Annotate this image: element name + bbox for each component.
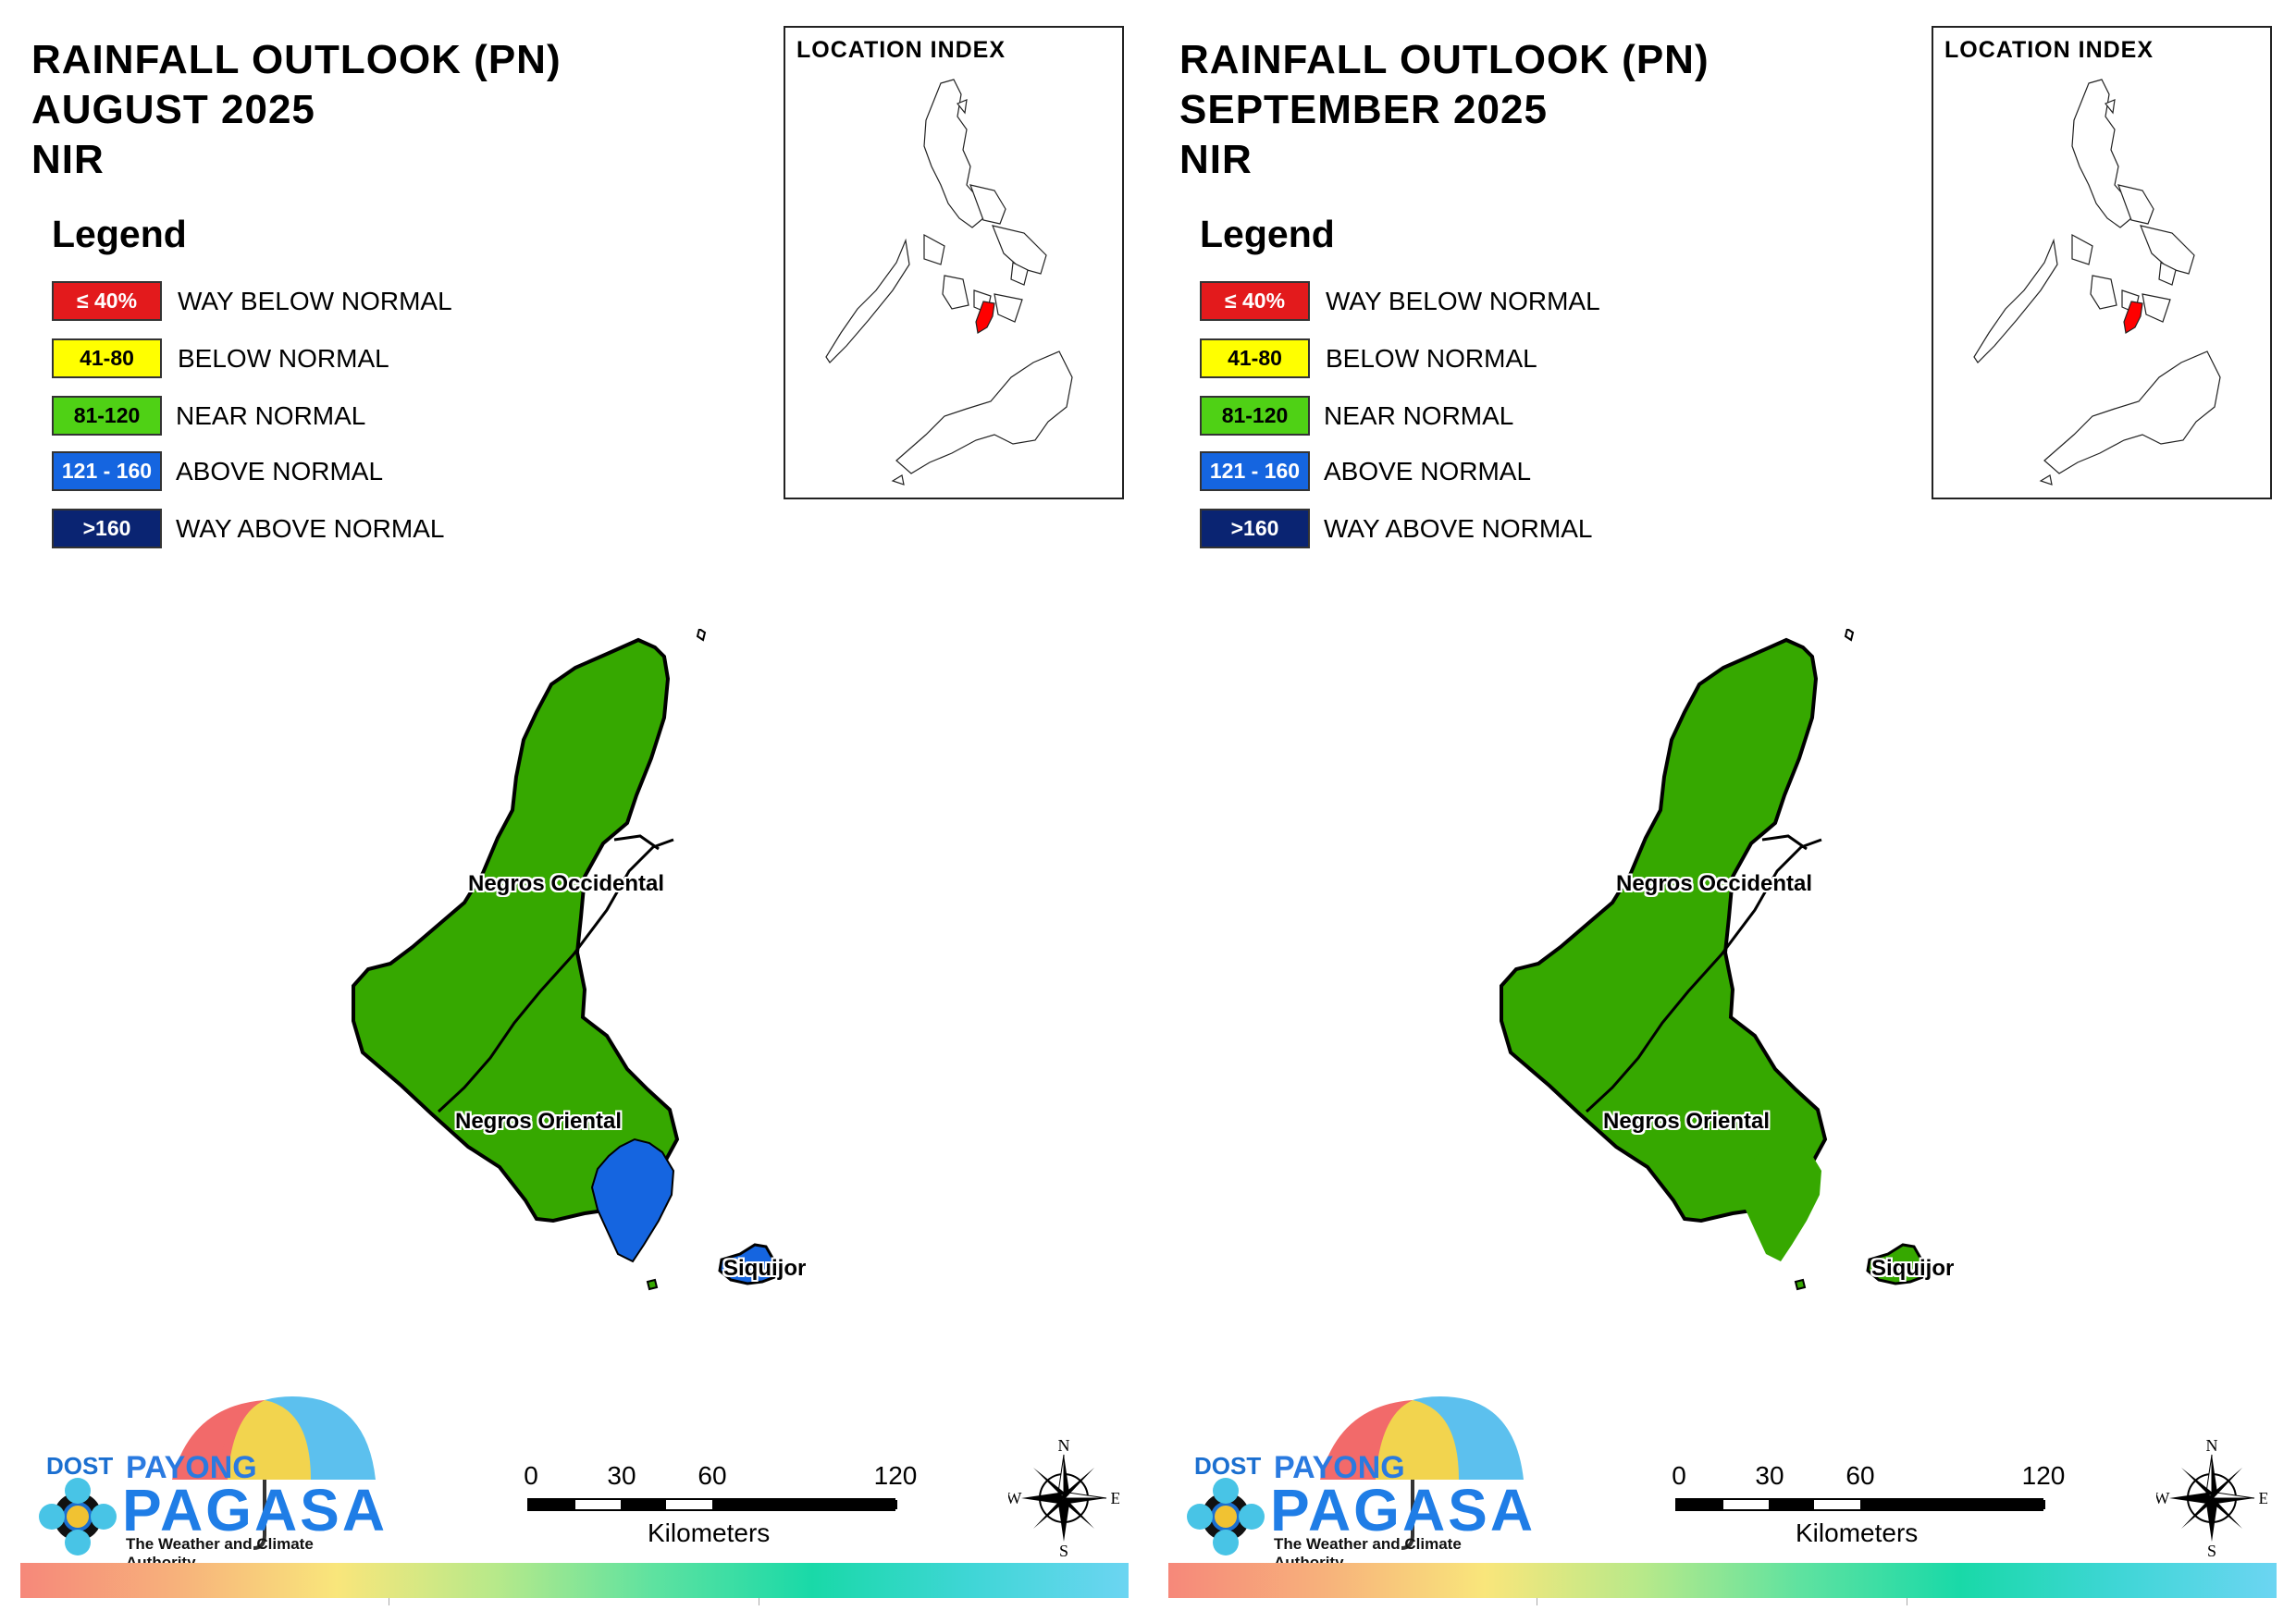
logo-payong-text: PAYONG: [126, 1450, 257, 1485]
scale-bar: 0 30 60 120 Kilometers: [1672, 1461, 2066, 1554]
location-index-title: LOCATION INDEX: [1944, 37, 2154, 63]
label-negros-occidental: Negros Occidental: [1616, 871, 1813, 896]
negros-oriental-south-region: [1740, 1139, 1821, 1261]
scale-tick-0: 0: [1672, 1461, 1686, 1490]
footer-gradient-strip: [1168, 1563, 2277, 1598]
north-arrow: N S E W: [1006, 1436, 1121, 1563]
legend-swatch: 81-120: [52, 396, 162, 436]
compass-w: W: [1008, 1489, 1022, 1507]
compass-e: E: [2259, 1489, 2268, 1507]
negros-occidental-region: [1500, 637, 1828, 1223]
siquijor-region: [718, 1243, 784, 1285]
philippines-locator-map: [1973, 79, 2221, 486]
legend-label: WAY BELOW NORMAL: [178, 287, 452, 315]
scale-bar-segments: [1675, 1498, 2045, 1511]
scale-tick-0: 0: [524, 1461, 538, 1490]
title-line-3: NIR: [1179, 137, 1253, 182]
legend-label: NEAR NORMAL: [176, 401, 366, 430]
compass-n: N: [2206, 1438, 2218, 1455]
nir-highlight: [2123, 301, 2143, 334]
legend-title: Legend: [52, 213, 187, 255]
scale-units: Kilometers: [648, 1518, 771, 1547]
label-negros-oriental: Negros Oriental: [455, 1109, 623, 1134]
location-index: LOCATION INDEX: [784, 26, 1124, 499]
legend-swatch: 41-80: [1200, 338, 1310, 378]
nir-province-map: [1500, 629, 1932, 1291]
legend-label: NEAR NORMAL: [1324, 401, 1514, 430]
legend-swatch: >160: [1200, 509, 1310, 548]
legend-swatch: 81-120: [1200, 396, 1310, 436]
label-negros-oriental: Negros Oriental: [1603, 1109, 1771, 1134]
scale-tick-60: 60: [697, 1461, 727, 1490]
umbrella-icon: [1187, 1396, 1524, 1555]
compass-w: W: [2156, 1489, 2170, 1507]
logo-pagasa-text: PAGASA: [1270, 1477, 1537, 1543]
compass-n: N: [1058, 1438, 1070, 1455]
province-boundary: [437, 838, 674, 1113]
logo-dost-text: DOST: [46, 1452, 114, 1480]
logo-payong-text: PAYONG: [1274, 1450, 1405, 1485]
footer-gradient-strip: [20, 1563, 1129, 1598]
scale-tick-30: 30: [1755, 1461, 1784, 1490]
siquijor-region: [1866, 1243, 1932, 1285]
location-index: LOCATION INDEX: [1932, 26, 2272, 499]
compass-s: S: [1059, 1542, 1068, 1558]
scale-tick-120: 120: [2021, 1461, 2066, 1490]
philippines-locator-map: [825, 79, 1073, 486]
label-siquijor: Siquijor: [723, 1256, 807, 1281]
payong-pagasa-logo: DOST PAYONG PAGASA The Weather and Clima…: [1181, 1387, 1537, 1571]
logo-dost-text: DOST: [1194, 1452, 1262, 1480]
legend-swatch: 121 - 160: [1200, 451, 1310, 491]
location-index-title: LOCATION INDEX: [796, 37, 1006, 63]
legend-swatch: >160: [52, 509, 162, 548]
negros-occidental-region: [352, 637, 680, 1223]
legend-label: BELOW NORMAL: [1326, 344, 1537, 373]
compass-rose-icon: N S E W: [1006, 1436, 1121, 1560]
legend-label: ABOVE NORMAL: [176, 457, 384, 486]
compass-e: E: [1111, 1489, 1120, 1507]
scale-bar: 0 30 60 120 Kilometers: [524, 1461, 918, 1554]
logo-pagasa-text: PAGASA: [122, 1477, 389, 1543]
nir-province-map: [352, 629, 784, 1291]
legend-label: WAY ABOVE NORMAL: [1324, 514, 1593, 543]
province-boundary-north: [1761, 834, 1808, 851]
compass-rose-icon: N S E W: [2154, 1436, 2269, 1560]
title-line-2: SEPTEMBER 2025: [1179, 87, 1548, 132]
legend-label: WAY BELOW NORMAL: [1326, 287, 1600, 315]
scale-tick-60: 60: [1845, 1461, 1875, 1490]
scale-tick-120: 120: [873, 1461, 918, 1490]
legend-swatch: 41-80: [52, 338, 162, 378]
scale-tick-30: 30: [607, 1461, 636, 1490]
compass-s: S: [2207, 1542, 2216, 1558]
nir-highlight: [975, 301, 995, 334]
legend-label: ABOVE NORMAL: [1324, 457, 1532, 486]
province-boundary-north: [613, 834, 660, 851]
title-line-3: NIR: [31, 137, 105, 182]
title-line-1: RAINFALL OUTLOOK (PN): [31, 37, 562, 82]
map-title: RAINFALL OUTLOOK (PN) AUGUST 2025 NIR: [31, 35, 562, 185]
province-boundary: [1585, 838, 1822, 1113]
title-line-1: RAINFALL OUTLOOK (PN): [1179, 37, 1710, 82]
north-arrow: N S E W: [2154, 1436, 2269, 1563]
scale-units: Kilometers: [1796, 1518, 1919, 1547]
payong-pagasa-logo: DOST PAYONG PAGASA The Weather and Clima…: [33, 1387, 389, 1571]
above-normal-area: [590, 1137, 675, 1263]
legend-label: BELOW NORMAL: [178, 344, 389, 373]
legend-swatch: ≤ 40%: [52, 281, 162, 321]
panel-august: RAINFALL OUTLOOK (PN) AUGUST 2025 NIR Le…: [20, 26, 1129, 1605]
legend-swatch: 121 - 160: [52, 451, 162, 491]
label-siquijor: Siquijor: [1871, 1256, 1955, 1281]
panel-september: RAINFALL OUTLOOK (PN) SEPTEMBER 2025 NIR…: [1148, 0, 2296, 1623]
legend-label: WAY ABOVE NORMAL: [176, 514, 445, 543]
umbrella-icon: [39, 1396, 376, 1555]
map-title: RAINFALL OUTLOOK (PN) SEPTEMBER 2025 NIR: [1179, 35, 1710, 185]
legend-swatch: ≤ 40%: [1200, 281, 1310, 321]
legend-title: Legend: [1200, 213, 1335, 255]
scale-bar-segments: [527, 1498, 897, 1511]
label-negros-occidental: Negros Occidental: [468, 871, 665, 896]
title-line-2: AUGUST 2025: [31, 87, 315, 132]
